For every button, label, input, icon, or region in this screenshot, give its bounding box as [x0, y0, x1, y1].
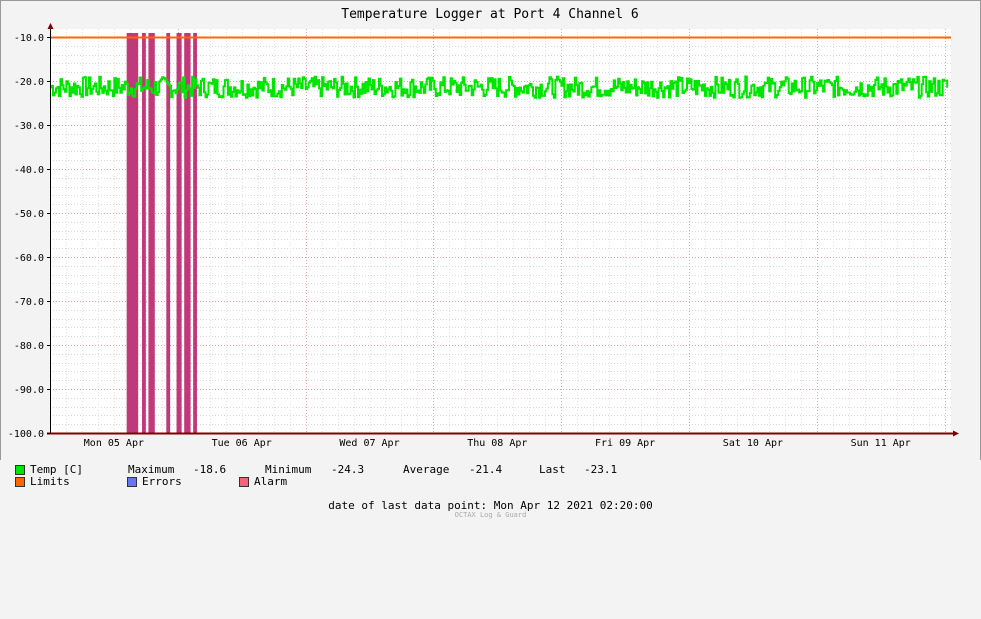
maximum-value: -18.6	[193, 463, 227, 476]
alarm-band	[142, 33, 146, 433]
limits-swatch	[15, 477, 25, 487]
x-tick-label: Wed 07 Apr	[339, 438, 399, 449]
alarm-legend-label: Alarm	[254, 475, 288, 488]
minimum-label: Minimum	[265, 463, 312, 476]
y-tick-label: -70.0	[14, 297, 44, 308]
y-tick-label: -90.0	[14, 385, 44, 396]
x-tick-label: Thu 08 Apr	[467, 438, 527, 449]
legend-row-temp: Temp [C] Maximum -18.6 Minimum -24.3 Ave…	[15, 463, 617, 619]
errors-legend-label: Errors	[142, 475, 182, 488]
y-axis-arrow	[47, 23, 54, 29]
last-label: Last	[539, 463, 566, 476]
last-value: -23.1	[584, 463, 618, 476]
x-axis-arrow	[953, 430, 959, 437]
x-tick-label: Fri 09 Apr	[595, 438, 655, 449]
y-tick-label: -40.0	[14, 165, 44, 176]
maximum-label: Maximum	[128, 463, 175, 476]
y-tick-label: -10.0	[14, 33, 44, 44]
x-tick-label: Sat 10 Apr	[723, 438, 783, 449]
legend-row-limits: Limits Errors Alarm	[15, 475, 287, 579]
errors-swatch	[127, 477, 137, 487]
minimum-value: -24.3	[331, 463, 365, 476]
brand-watermark: OCTAX Log & Guard	[454, 511, 527, 519]
alarm-band	[166, 33, 171, 433]
alarm-swatch	[239, 477, 249, 487]
limits-legend-label: Limits	[30, 475, 70, 488]
temp-legend-label: Temp [C]	[30, 463, 83, 476]
alarm-band	[126, 33, 139, 433]
y-tick-label: -100.0	[8, 429, 44, 440]
alarm-band	[193, 33, 197, 433]
y-tick-label: -20.0	[14, 77, 44, 88]
x-tick-label: Sun 11 Apr	[851, 438, 911, 449]
chart-container: -10.0 -20.0 -30.0 -40.0 -50.0 -60.0 -70.0 -80.0…	[0, 0, 981, 519]
alarm-band	[176, 33, 182, 433]
y-tick-label: -80.0	[14, 341, 44, 352]
x-tick-label: Tue 06 Apr	[212, 438, 272, 449]
average-label: Average	[403, 463, 450, 476]
x-tick-label: Mon 05 Apr	[84, 438, 144, 449]
last-data-point-date: date of last data point: Mon Apr 12 2021…	[328, 499, 653, 512]
temp-swatch	[15, 465, 25, 475]
y-tick-label: -30.0	[14, 121, 44, 132]
temp-series-line	[50, 75, 949, 99]
y-tick-label: -60.0	[14, 253, 44, 264]
alarm-band	[184, 33, 191, 433]
average-value: -21.4	[469, 463, 503, 476]
y-tick-label: -50.0	[14, 209, 44, 220]
temperature-chart: -10.0 -20.0 -30.0 -40.0 -50.0 -60.0 -70.0 -80.0…	[0, 0, 981, 460]
alarm-band	[148, 33, 155, 433]
chart-title: Temperature Logger at Port 4 Channel 6	[341, 7, 638, 22]
